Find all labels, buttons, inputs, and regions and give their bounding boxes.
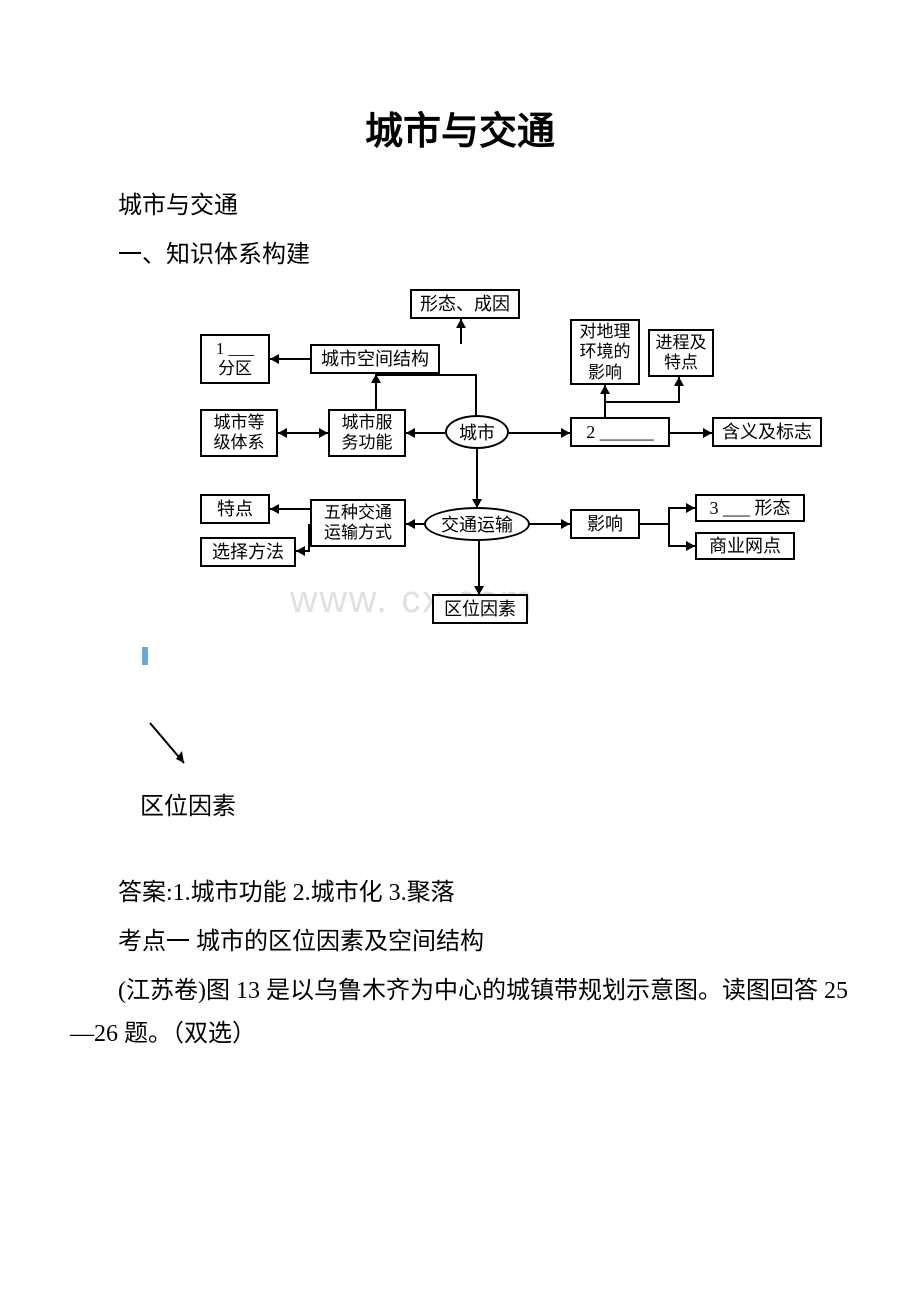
- arrow-icon: [686, 541, 695, 551]
- ellipse-transport: 交通运输: [424, 507, 530, 541]
- box-hierarchy-text: 城市等 级体系: [214, 413, 265, 454]
- box-five-modes-text: 五种交通 运输方式: [324, 503, 392, 544]
- arrow-icon: [472, 499, 482, 508]
- arrow-icon: [270, 504, 279, 514]
- box-service-text: 城市服 务功能: [342, 413, 393, 454]
- box-commerce: 商业网点: [695, 532, 795, 560]
- box-blank2: 2 ______: [570, 417, 670, 447]
- box-shape-cause: 形态、成因: [410, 289, 520, 319]
- box-env-impact: 对地理 环境的 影响: [570, 319, 640, 385]
- connector-line: [604, 401, 680, 403]
- box-process: 进程及 特点: [648, 329, 714, 377]
- connector-line: [375, 374, 475, 376]
- arrow-icon: [371, 374, 381, 383]
- arrow-icon: [319, 428, 328, 438]
- arrow-icon: [406, 428, 415, 438]
- arrow-icon: [561, 519, 570, 529]
- box-five-modes: 五种交通 运输方式: [310, 499, 406, 547]
- connector-line: [475, 374, 477, 415]
- box-blank1-text: 1 ___ 分区: [216, 339, 254, 380]
- ellipse-city: 城市: [445, 415, 509, 449]
- arrow-icon: [600, 385, 610, 394]
- arrow-icon: [278, 428, 287, 438]
- answer-key: 答案:1.城市功能 2.城市化 3.聚落: [70, 872, 850, 915]
- section-heading: 一、知识体系构建: [70, 234, 850, 277]
- question-text: (江苏卷)图 13 是以乌鲁木齐为中心的城镇带规划示意图。读图回答 25—26 …: [70, 970, 850, 1056]
- box-service: 城市服 务功能: [328, 409, 406, 457]
- arrow-icon: [406, 519, 415, 529]
- document-title: 城市与交通: [70, 100, 850, 155]
- arrow-icon: [561, 428, 570, 438]
- diagram-container: www. cx.com 形态、成因 1 ___ 分区 城市空间结构 对地理 环境…: [70, 283, 850, 639]
- connector-line: [308, 524, 310, 552]
- connector-line: [640, 523, 670, 525]
- arrow-icon: [703, 428, 712, 438]
- box-influence: 影响: [570, 509, 640, 539]
- concept-diagram: www. cx.com 形态、成因 1 ___ 分区 城市空间结构 对地理 环境…: [200, 289, 830, 629]
- stray-label: 区位因素: [140, 786, 850, 829]
- stray-arrow-icon: [142, 715, 202, 775]
- arrow-icon: [296, 546, 305, 556]
- arrow-icon: [270, 354, 279, 364]
- topic-heading: 考点一 城市的区位因素及空间结构: [70, 921, 850, 964]
- box-meaning: 含义及标志: [712, 417, 822, 447]
- connector-line: [668, 507, 670, 547]
- box-blank3: 3 ___ 形态: [695, 494, 805, 522]
- box-hierarchy: 城市等 级体系: [200, 409, 278, 457]
- box-select: 选择方法: [200, 537, 296, 567]
- decorative-bar: [142, 647, 148, 665]
- box-loc-factor: 区位因素: [432, 594, 528, 624]
- box-features: 特点: [200, 494, 270, 524]
- arrow-icon: [456, 319, 466, 328]
- page-container: 城市与交通 城市与交通 一、知识体系构建 www. cx.com 形态、成因 1…: [0, 0, 920, 1102]
- subtitle-text: 城市与交通: [70, 185, 850, 228]
- box-blank1: 1 ___ 分区: [200, 334, 270, 384]
- box-process-text: 进程及 特点: [656, 333, 707, 374]
- box-spatial: 城市空间结构: [310, 344, 440, 374]
- arrow-icon: [674, 377, 684, 386]
- arrow-icon: [686, 503, 695, 513]
- box-env-impact-text: 对地理 环境的 影响: [580, 322, 631, 383]
